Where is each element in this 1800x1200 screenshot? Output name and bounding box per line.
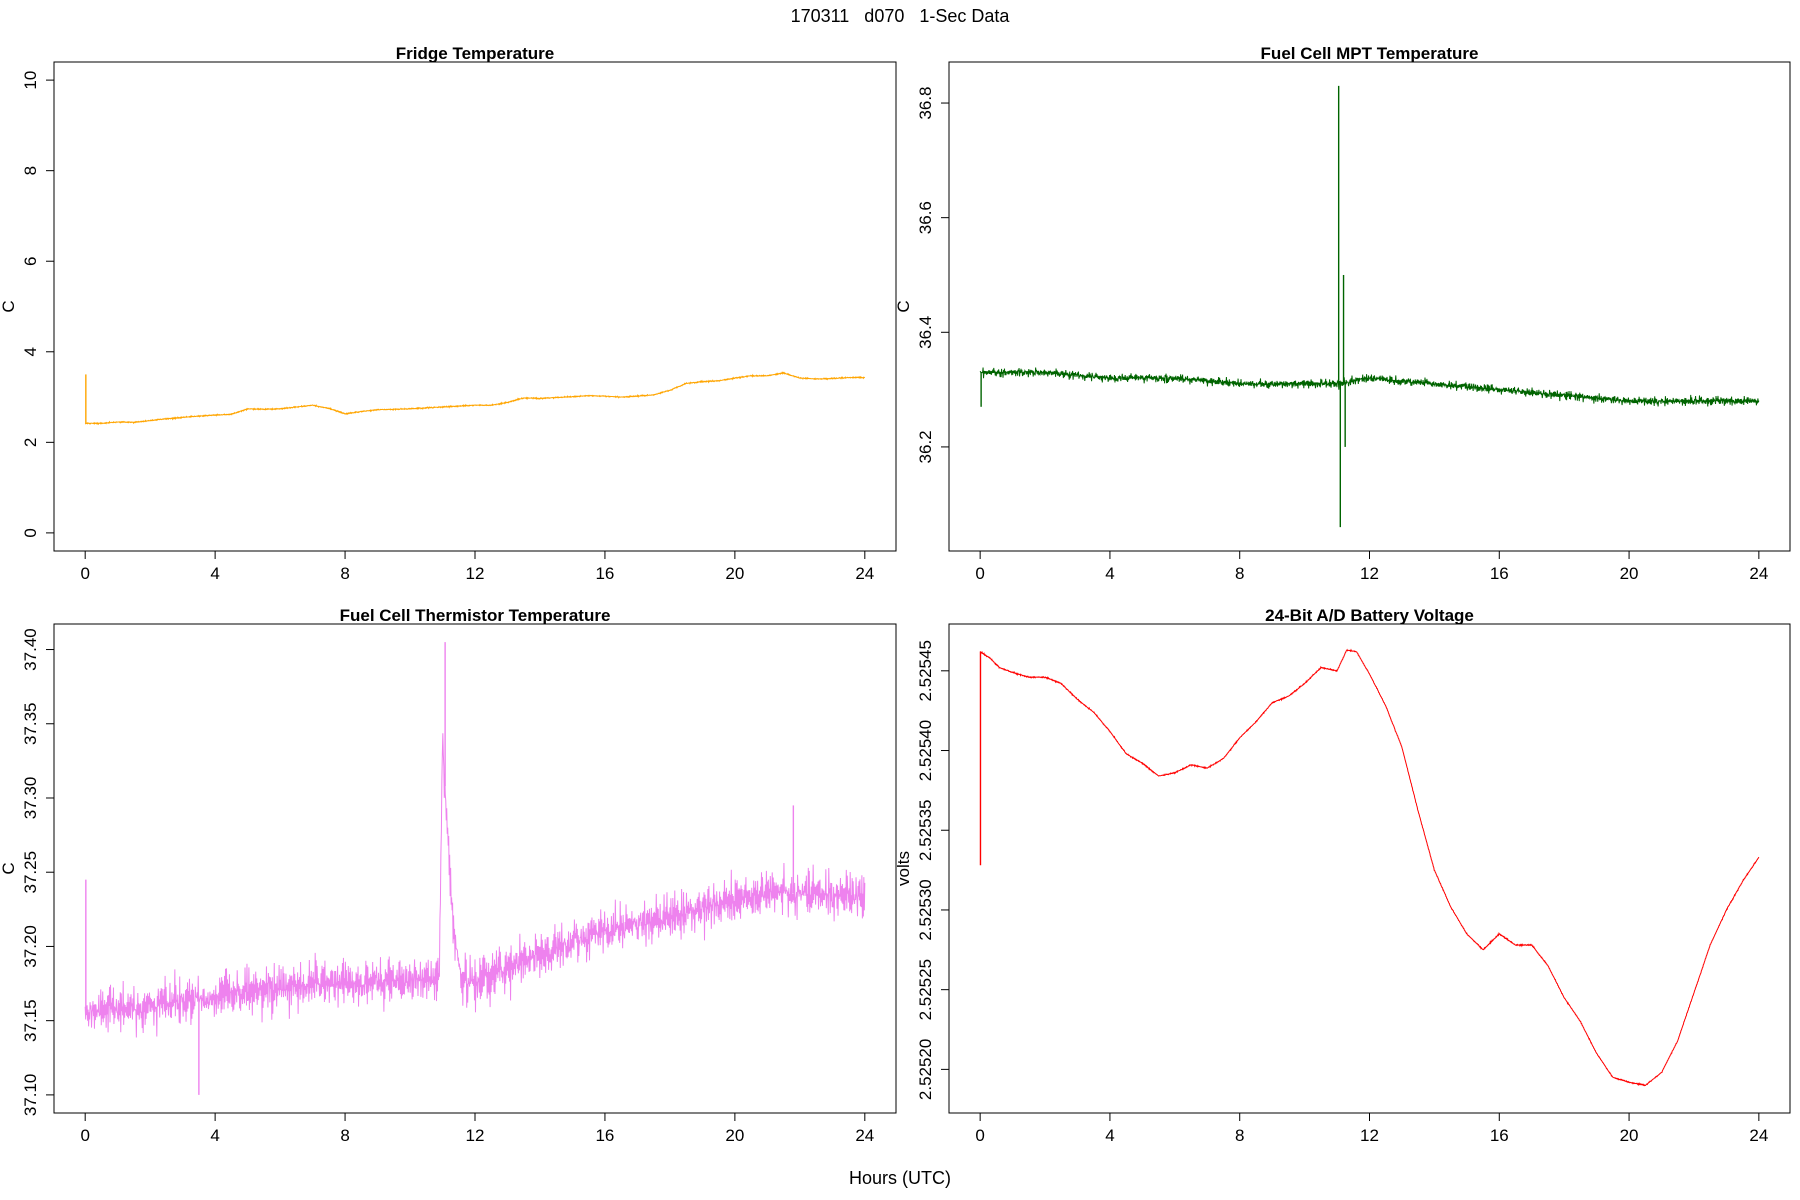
panel-title: Fridge Temperature [396,44,554,63]
plot-frame [948,61,1791,552]
y-tick-label: 37.30 [21,777,40,820]
x-tick-label: 8 [340,1126,349,1145]
y-axis-label: C [0,862,18,874]
x-tick-label: 0 [975,564,984,583]
series-line [84,733,866,1038]
x-tick-label: 8 [340,564,349,583]
x-tick-label: 20 [725,1126,744,1145]
x-tick-label: 16 [1490,564,1509,583]
y-tick-label: 37.35 [21,702,40,745]
x-tick-label: 16 [595,1126,614,1145]
x-tick-label: 16 [595,564,614,583]
x-tick-label: 12 [466,564,485,583]
y-tick-label: 10 [21,71,40,90]
x-tick-label: 4 [1105,1126,1114,1145]
y-tick-label: 36.6 [916,201,935,234]
y-tick-label: 37.10 [21,1074,40,1117]
y-tick-label: 2 [21,438,40,447]
plot-frame [53,623,897,1114]
x-tick-label: 24 [1749,564,1768,583]
series-line [979,367,1760,407]
x-axis-label: Hours (UTC) [849,1168,951,1188]
x-tick-label: 4 [1105,564,1114,583]
x-tick-label: 12 [466,1126,485,1145]
y-tick-label: 0 [21,528,40,537]
battery-voltage-panel: 24-Bit A/D Battery Voltage 0 4 8 12 16 20 24 2.5… [894,606,1791,1145]
x-tick-label: 12 [1360,564,1379,583]
y-tick-label: 37.20 [21,925,40,968]
y-tick-label: 37.15 [21,999,40,1042]
x-tick-label: 16 [1490,1126,1509,1145]
panel-title: Fuel Cell Thermistor Temperature [340,606,611,625]
y-tick-label: 2.52540 [916,720,935,781]
fuel-cell-mpt-panel: Fuel Cell MPT Temperature 0 4 8 12 16 20 24 36.2… [894,44,1791,583]
x-tick-label: 24 [855,1126,874,1145]
y-tick-label: 37.25 [21,851,40,894]
y-axis-label: volts [894,851,913,886]
x-tick-label: 0 [975,1126,984,1145]
plot-frame [53,61,897,552]
x-tick-label: 20 [1620,1126,1639,1145]
y-tick-label: 36.4 [916,316,935,349]
y-tick-label: 2.52545 [916,640,935,701]
x-tick-label: 8 [1235,1126,1244,1145]
page-title: 170311 d070 1-Sec Data [790,6,1010,26]
x-tick-label: 20 [725,564,744,583]
panel-title: 24-Bit A/D Battery Voltage [1265,606,1474,625]
y-axis-label: C [894,300,913,312]
x-tick-label: 12 [1360,1126,1379,1145]
y-tick-label: 2.52520 [916,1039,935,1100]
x-tick-label: 20 [1620,564,1639,583]
x-tick-label: 4 [210,1126,219,1145]
y-axis-label: C [0,300,18,312]
y-tick-label: 6 [21,256,40,265]
x-tick-label: 24 [855,564,874,583]
y-tick-label: 8 [21,166,40,175]
y-tick-label: 4 [21,347,40,356]
x-tick-label: 0 [80,564,89,583]
y-tick-label: 36.8 [916,86,935,119]
panel-title: Fuel Cell MPT Temperature [1261,44,1479,63]
x-tick-label: 8 [1235,564,1244,583]
x-tick-label: 24 [1749,1126,1768,1145]
y-tick-label: 2.52525 [916,959,935,1020]
series-line [84,371,866,426]
y-tick-label: 2.52530 [916,879,935,940]
y-tick-label: 2.52535 [916,800,935,861]
x-tick-label: 4 [210,564,219,583]
x-tick-label: 0 [80,1126,89,1145]
y-tick-label: 36.2 [916,430,935,463]
series-line [979,648,1760,1087]
fuel-cell-thermistor-panel: Fuel Cell Thermistor Temperature 0 4 8 12 16 2… [0,606,897,1145]
y-tick-label: 37.40 [21,628,40,671]
